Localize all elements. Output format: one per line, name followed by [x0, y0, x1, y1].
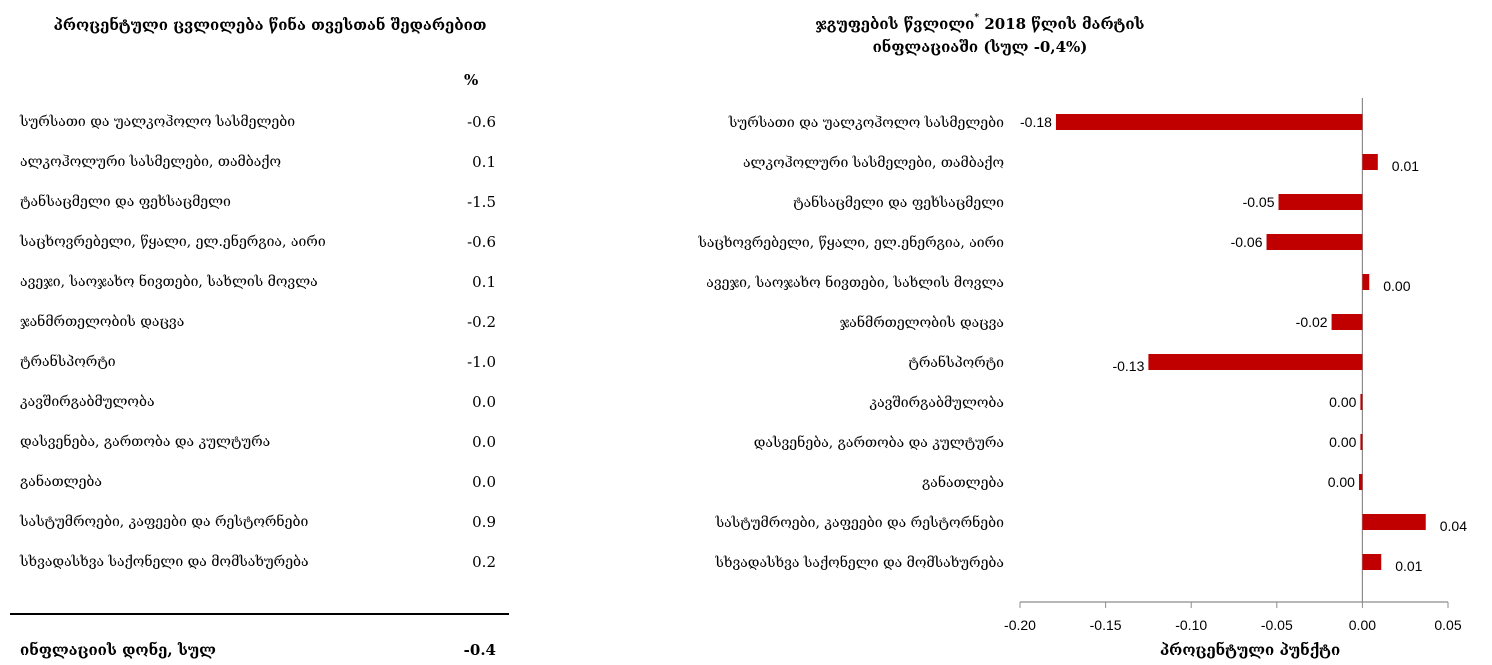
table-row-value: 0.0 — [472, 473, 496, 491]
x-tick-label: 0.00 — [1349, 617, 1376, 633]
category-label: ალკოჰოლური სასმელები, თამბაქო — [743, 154, 1004, 171]
data-label: 0.01 — [1392, 158, 1419, 174]
table-divider — [10, 613, 509, 615]
table-row-label: დასვენება, გართობა და კულტურა — [20, 434, 271, 450]
data-label: 0.01 — [1395, 558, 1422, 574]
data-label: -0.13 — [1112, 358, 1144, 374]
table-row: ტანსაცმელი და ფეხსაცმელი -1.5 — [0, 182, 520, 222]
table-row: სურსათი და უალკოჰოლო სასმელები -0.6 — [0, 102, 520, 142]
table-row-value: -0.6 — [467, 233, 496, 251]
data-label: -0.06 — [1231, 234, 1263, 250]
table-row-label: სხვადასხვა საქონელი და მომსახურება — [20, 554, 309, 570]
chart-title-line1b: 2018 წლის მარტის — [979, 15, 1145, 33]
bar — [1360, 434, 1363, 450]
category-label: კავშირგაბმულობა — [869, 394, 1004, 411]
table-row-value: 0.1 — [472, 153, 496, 171]
chart-title-footnote-mark: * — [974, 13, 980, 23]
table-row-label: ალკოჰოლური სასმელები, თამბაქო — [20, 154, 282, 170]
x-tick-label: -0.05 — [1261, 617, 1293, 633]
unit-header: % — [464, 71, 479, 89]
category-label: ტრანსპორტი — [908, 353, 1004, 371]
table-row-label: ავეჯი, საოჯახო ნივთები, სახლის მოვლა — [20, 274, 318, 290]
category-label: ავეჯი, საოჯახო ნივთები, სახლის მოვლა — [706, 273, 1004, 291]
total-label: ინფლაციის დონე, სულ — [20, 641, 216, 659]
bar — [1055, 114, 1363, 130]
table-row-label: საცხოვრებელი, წყალი, ელ.ენერგია, აირი — [20, 234, 326, 250]
category-label: დასვენება, გართობა და კულტურა — [754, 433, 1004, 451]
data-label: 0.00 — [1328, 474, 1355, 490]
data-label: -0.05 — [1243, 194, 1275, 210]
category-label: საცხოვრებელი, წყალი, ელ.ენერგია, აირი — [697, 233, 1004, 251]
x-tick-label: -0.10 — [1175, 617, 1207, 633]
bar — [1331, 314, 1363, 330]
table-row: დასვენება, გართობა და კულტურა 0.0 — [0, 422, 520, 462]
table-row-label: ტანსაცმელი და ფეხსაცმელი — [20, 194, 231, 210]
total-value: -0.4 — [463, 641, 496, 659]
data-label: 0.04 — [1440, 518, 1467, 534]
data-label: 0.00 — [1383, 278, 1410, 294]
table-row-label: სასტუმროები, კაფეები და რესტორნები — [20, 514, 309, 530]
chart-title-line1a: ჯგუფების წვლილი — [815, 15, 975, 33]
category-label: სურსათი და უალკოჰოლო სასმელები — [728, 114, 1004, 131]
table-row: სასტუმროები, კაფეები და რესტორნები 0.9 — [0, 502, 520, 542]
bar — [1266, 234, 1363, 250]
table-row-label: ჯანმრთელობის დაცვა — [20, 314, 185, 330]
table-row: საცხოვრებელი, წყალი, ელ.ენერგია, აირი -0.… — [0, 222, 520, 262]
table-row-value: 0.9 — [472, 513, 496, 531]
table-row: ჯანმრთელობის დაცვა -0.2 — [0, 302, 520, 342]
table-row-label: განათლება — [20, 474, 102, 490]
table-row: განათლება 0.0 — [0, 462, 520, 502]
table-row-label: ტრანსპორტი — [20, 354, 116, 370]
chart-title: ჯგუფების წვლილი* 2018 წლის მარტის ინფლაც… — [700, 10, 1260, 59]
data-label: 0.00 — [1329, 394, 1356, 410]
category-label: ჯანმრთელობის დაცვა — [840, 313, 1004, 331]
left-table-title: პროცენტული ცვლილება წინა თვესთან შედარებ… — [53, 16, 487, 34]
bar — [1362, 554, 1382, 570]
table-row-value: 0.1 — [472, 273, 496, 291]
table-row: ალკოჰოლური სასმელები, თამბაქო 0.1 — [0, 142, 520, 182]
x-tick-label: -0.20 — [1004, 617, 1036, 633]
category-label: სასტუმროები, კაფეები და რესტორნები — [715, 513, 1004, 531]
bar — [1358, 474, 1363, 490]
category-label: ტანსაცმელი და ფეხსაცმელი — [793, 193, 1004, 211]
table-row-value: 0.2 — [472, 553, 496, 571]
bar — [1360, 394, 1363, 410]
bar — [1362, 514, 1426, 530]
table-row-label: სურსათი და უალკოჰოლო სასმელები — [20, 114, 296, 130]
table-row: სხვადასხვა საქონელი და მომსახურება 0.2 — [0, 542, 520, 582]
category-label: განათლება — [922, 473, 1004, 491]
table-row-value: 0.0 — [472, 433, 496, 451]
bar — [1278, 194, 1363, 210]
table-row: ავეჯი, საოჯახო ნივთები, სახლის მოვლა 0.1 — [0, 262, 520, 302]
bar — [1362, 274, 1370, 290]
chart-title-line2: ინფლაციაში (სულ -0,4%) — [872, 38, 1088, 56]
bar — [1362, 154, 1378, 170]
data-label: 0.00 — [1329, 434, 1356, 450]
table-row-label: კავშირგაბმულობა — [20, 394, 155, 410]
table-row-value: -1.0 — [467, 353, 496, 371]
table-row-value: 0.0 — [472, 393, 496, 411]
x-tick-label: 0.05 — [1434, 617, 1461, 633]
table-row-value: -0.6 — [467, 113, 496, 131]
table-row: ტრანსპორტი -1.0 — [0, 342, 520, 382]
x-axis-label: პროცენტული პუნქტი — [1159, 641, 1341, 659]
bar — [1148, 354, 1363, 370]
table-row-value: -1.5 — [467, 193, 496, 211]
category-label: სხვადასხვა საქონელი და მომსახურება — [714, 553, 1004, 571]
data-label: -0.18 — [1020, 114, 1052, 130]
table-row-value: -0.2 — [467, 313, 496, 331]
table-row: კავშირგაბმულობა 0.0 — [0, 382, 520, 422]
data-label: -0.02 — [1296, 314, 1328, 330]
x-tick-label: -0.15 — [1090, 617, 1122, 633]
